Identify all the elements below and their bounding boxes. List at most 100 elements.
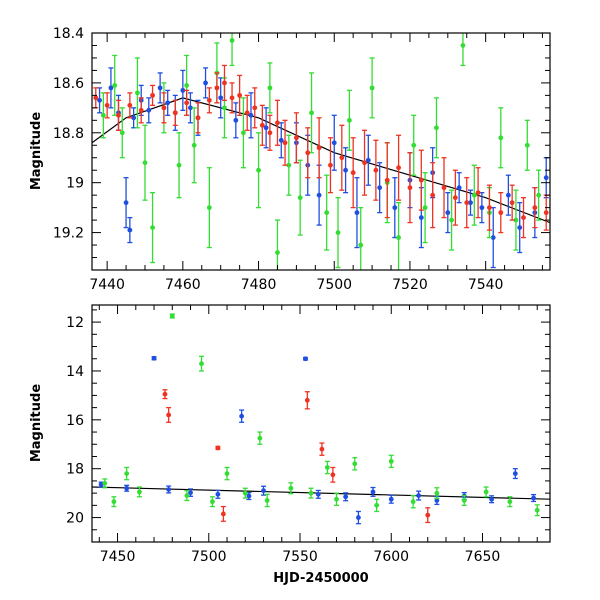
top-x-tick-label: 7440 [89, 277, 125, 293]
top-data-point [293, 135, 299, 141]
bottom-x-tick-label: 7450 [100, 549, 136, 565]
top-data-point [172, 110, 178, 116]
top-data-point [543, 175, 549, 181]
top-data-point [259, 122, 265, 128]
top-data-point [93, 95, 99, 101]
top-data-point [263, 125, 269, 131]
bottom-data-point [199, 361, 204, 367]
bottom-data-point [111, 499, 117, 505]
bottom-data-point [261, 488, 266, 494]
top-data-point [384, 177, 390, 183]
bottom-data-point [483, 489, 489, 495]
top-y-tick-label: 19 [66, 176, 84, 192]
bottom-plot-frame [91, 304, 551, 543]
top-data-point [411, 142, 417, 148]
top-data-point [331, 140, 337, 146]
top-data-point [142, 160, 148, 166]
top-data-point [97, 97, 102, 103]
top-data-point [487, 205, 492, 211]
bottom-data-point [102, 480, 108, 486]
top-data-point [138, 107, 144, 113]
top-data-point [532, 205, 538, 211]
top-data-point [267, 130, 273, 136]
top-data-point [536, 192, 542, 198]
top-data-point [505, 192, 511, 198]
bottom-data-point [512, 471, 518, 476]
bottom-data-point [319, 446, 325, 452]
bottom-data-point [388, 496, 394, 502]
top-data-point [282, 140, 288, 146]
top-data-point [316, 145, 322, 151]
bottom-data-point [356, 515, 361, 520]
top-data-point [543, 210, 549, 216]
top-data-point [358, 242, 364, 248]
bottom-data-point [388, 458, 394, 464]
top-data-point [286, 162, 292, 168]
top-data-point [430, 192, 436, 198]
top-data-point [305, 150, 311, 156]
bottom-data-point [315, 491, 321, 497]
bottom-y-tick-label: 16 [66, 413, 84, 429]
top-series-green [100, 33, 542, 270]
top-data-point [309, 110, 314, 116]
top-x-tick-label: 7480 [241, 277, 277, 293]
top-data-point [191, 142, 197, 148]
top-data-point [222, 80, 227, 86]
bottom-data-point [151, 355, 157, 361]
top-data-point [222, 105, 227, 111]
bottom-y-tick-label: 18 [66, 462, 84, 478]
top-data-point [362, 160, 367, 166]
top-data-point [104, 102, 110, 108]
top-data-point [116, 112, 121, 118]
top-x-tick-label: 7520 [392, 277, 428, 293]
bottom-data-point [370, 489, 376, 495]
top-x-tick-label: 7540 [468, 277, 504, 293]
top-data-point [275, 120, 280, 126]
bottom-data-point [425, 512, 431, 518]
top-data-point [100, 112, 106, 118]
top-data-point [471, 192, 477, 198]
top-data-point [490, 235, 496, 240]
top-data-point [373, 167, 379, 173]
top-data-point [350, 170, 356, 176]
bottom-data-point [220, 511, 226, 517]
bottom-data-point [303, 356, 308, 362]
bottom-x-tick-label: 7650 [465, 549, 501, 565]
bottom-y-tick-label: 20 [66, 511, 84, 527]
top-data-point [407, 185, 413, 191]
top-data-point [237, 92, 243, 98]
top-data-point [127, 227, 133, 233]
top-x-tick-label: 7460 [165, 277, 201, 293]
bottom-panel: 7450 7500 7550 7600 7650 12 14 16 18 20 Magnitude… [29, 304, 551, 586]
bottom-ticks: 7450 7500 7550 7600 7650 12 14 16 18 20 [66, 305, 550, 565]
bottom-series-green [102, 313, 540, 517]
bottom-data-point [215, 491, 221, 497]
bottom-data-point [246, 493, 252, 499]
bottom-data-point [257, 435, 263, 441]
bottom-trend-layer [92, 486, 550, 500]
bottom-data-point [264, 498, 270, 503]
top-data-point [498, 135, 504, 141]
top-data-point [176, 162, 182, 168]
bottom-data-point [434, 498, 440, 503]
bottom-data-point [239, 413, 245, 419]
top-data-point [188, 105, 193, 111]
bottom-data-point [352, 461, 358, 467]
bottom-data-point [184, 493, 190, 498]
bottom-data-point [374, 502, 380, 508]
bottom-data-point [124, 471, 130, 476]
top-data-point [161, 105, 167, 111]
top-panel: 7440 7460 7480 7500 7520 7540 18.4 18.6 18.8 19 19… [29, 26, 551, 293]
top-data-point [119, 130, 125, 136]
top-data-point [365, 157, 371, 163]
top-data-point [150, 225, 155, 230]
bottom-x-tick-label: 7600 [373, 549, 409, 565]
top-data-point [324, 210, 330, 216]
top-data-point [214, 85, 220, 91]
top-data-point [275, 250, 280, 255]
top-data-point [203, 80, 208, 86]
bottom-data-point [461, 498, 467, 503]
top-x-tick-label: 7500 [316, 277, 352, 293]
top-data-point [131, 115, 137, 121]
